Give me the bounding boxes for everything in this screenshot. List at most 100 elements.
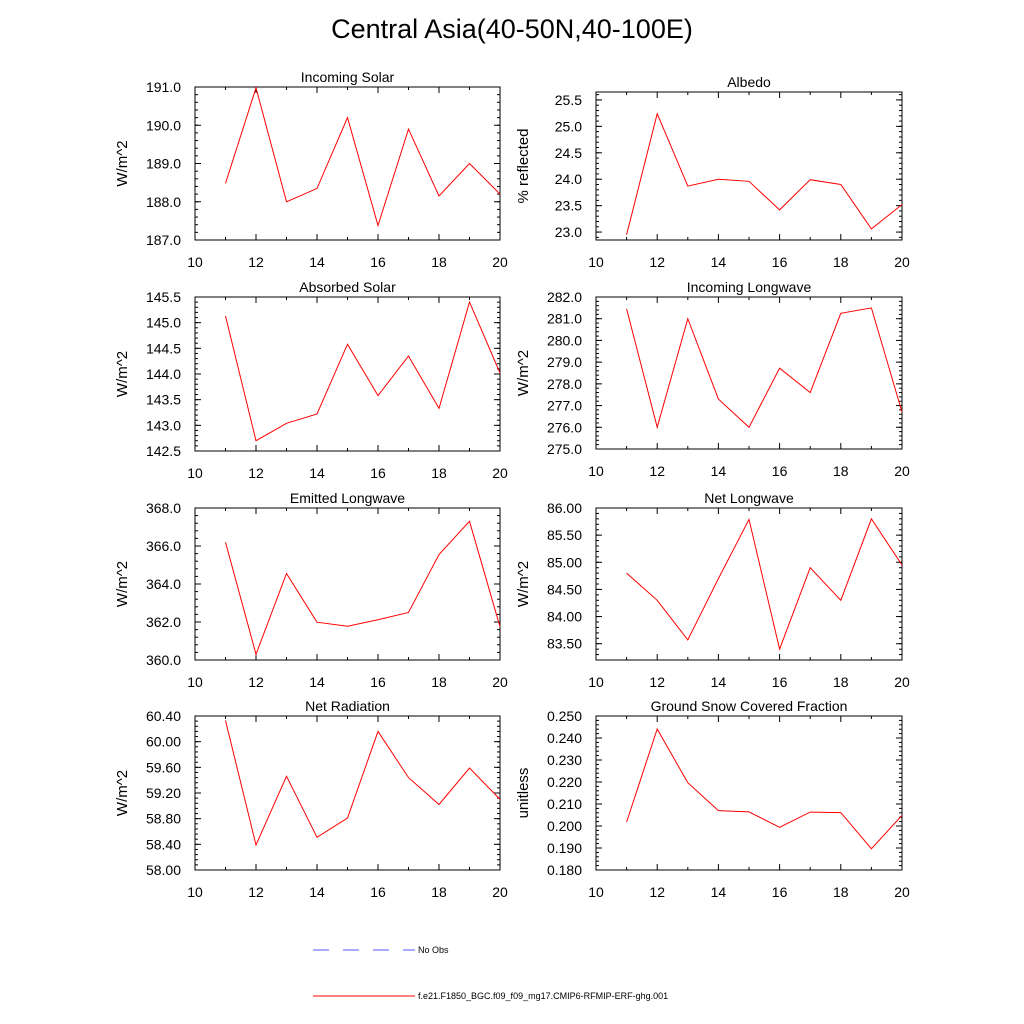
figure-title: Central Asia(40-50N,40-100E) [331, 14, 693, 44]
y-tick-label: 281.0 [547, 311, 582, 327]
y-tick-label: 86.00 [547, 500, 582, 516]
y-tick-label: 142.5 [146, 443, 181, 459]
y-axis-label: unitless [515, 768, 532, 819]
panel-title: Incoming Longwave [687, 279, 812, 295]
x-tick-label: 10 [588, 463, 604, 479]
x-tick-label: 20 [894, 463, 910, 479]
y-tick-label: 25.5 [555, 92, 582, 108]
x-tick-label: 16 [370, 884, 386, 900]
y-axis-label: W/m^2 [114, 770, 131, 816]
x-tick-label: 20 [492, 884, 508, 900]
x-tick-label: 12 [649, 674, 665, 690]
chart-panel-6: Net Longwave 10 12 14 16 18 20 83.50 84.00 84.50 8… [515, 490, 910, 690]
y-tick-label: 144.0 [146, 366, 181, 382]
y-tick-label: 189.0 [146, 156, 181, 172]
chart-panel-7: Net Radiation 10 12 14 16 18 20 58.00 58.40 58.80… [114, 698, 508, 900]
y-tick-label: 143.0 [146, 417, 181, 433]
plot-frame [194, 507, 501, 661]
x-tick-label: 10 [187, 254, 203, 270]
legend-model-label: f.e21.F1850_BGC.f09_f09_mg17.CMIP6-RFMIP… [418, 991, 668, 1001]
x-tick-label: 18 [431, 254, 447, 270]
panel-title: Albedo [727, 74, 771, 90]
x-tick-label: 14 [711, 884, 727, 900]
x-tick-label: 20 [492, 674, 508, 690]
chart-panel-4: Incoming Longwave 10 12 14 16 18 20 275.0 276.0 2… [515, 279, 910, 479]
y-tick-label: 84.00 [547, 609, 582, 625]
y-tick-label: 0.230 [547, 752, 582, 768]
panel-title: Absorbed Solar [299, 279, 396, 295]
y-tick-label: 83.50 [547, 636, 582, 652]
y-tick-label: 278.0 [547, 376, 582, 392]
x-tick-label: 16 [772, 463, 788, 479]
y-tick-label: 23.5 [555, 198, 582, 214]
x-tick-label: 10 [588, 884, 604, 900]
panel-title: Net Radiation [305, 698, 390, 714]
x-tick-label: 18 [833, 674, 849, 690]
y-tick-label: 145.0 [146, 315, 181, 331]
x-tick-label: 12 [248, 465, 264, 481]
y-tick-label: 25.0 [555, 118, 582, 134]
x-tick-label: 20 [492, 465, 508, 481]
y-tick-label: 282.0 [547, 289, 582, 305]
panel-title: Incoming Solar [301, 69, 395, 85]
x-tick-label: 12 [649, 463, 665, 479]
y-tick-label: 59.20 [146, 785, 181, 801]
chart-panels: Incoming Solar 10 12 14 16 18 20 187.0 188.0 189.… [114, 69, 910, 900]
y-tick-label: 60.00 [146, 734, 181, 750]
x-tick-label: 12 [649, 884, 665, 900]
series-line [225, 86, 501, 228]
chart-panel-2: Albedo 10 12 14 16 18 20 23.0 23.5 24.0 24.5 25.0 25… [515, 74, 910, 270]
x-tick-label: 16 [370, 254, 386, 270]
panel-title: Net Longwave [704, 490, 794, 506]
y-tick-label: 85.50 [547, 527, 582, 543]
plot-frame [595, 296, 903, 450]
y-tick-label: 280.0 [547, 332, 582, 348]
y-axis-label: W/m^2 [114, 561, 131, 607]
y-tick-label: 276.0 [547, 419, 582, 435]
legend: No Obs f.e21.F1850_BGC.f09_f09_mg17.CMIP… [313, 945, 668, 1001]
x-tick-label: 16 [370, 674, 386, 690]
y-tick-label: 364.0 [146, 576, 181, 592]
y-axis-label: W/m^2 [515, 561, 532, 607]
chart-panel-1: Incoming Solar 10 12 14 16 18 20 187.0 188.0 189.… [114, 69, 508, 270]
x-tick-label: 12 [248, 674, 264, 690]
x-tick-label: 18 [431, 884, 447, 900]
x-tick-label: 16 [772, 674, 788, 690]
series-line [225, 720, 501, 847]
y-tick-label: 143.5 [146, 392, 181, 408]
x-tick-label: 14 [711, 463, 727, 479]
x-tick-label: 10 [588, 674, 604, 690]
series-line [225, 520, 501, 656]
y-tick-label: 0.200 [547, 818, 582, 834]
x-tick-label: 12 [248, 254, 264, 270]
x-tick-label: 18 [833, 884, 849, 900]
x-tick-label: 20 [894, 674, 910, 690]
legend-obs-label: No Obs [418, 945, 449, 955]
y-tick-label: 190.0 [146, 117, 181, 133]
plot-frame [194, 296, 501, 452]
x-tick-label: 10 [187, 465, 203, 481]
y-tick-label: 60.40 [146, 708, 181, 724]
y-tick-label: 187.0 [146, 232, 181, 248]
plot-frame [595, 507, 903, 661]
x-tick-label: 18 [833, 254, 849, 270]
x-tick-label: 20 [894, 254, 910, 270]
y-tick-label: 0.250 [547, 708, 582, 724]
x-tick-label: 14 [711, 254, 727, 270]
y-tick-label: 58.40 [146, 836, 181, 852]
plot-frame [595, 91, 903, 241]
y-tick-label: 85.00 [547, 554, 582, 570]
y-tick-label: 279.0 [547, 354, 582, 370]
y-tick-label: 188.0 [146, 194, 181, 210]
chart-panel-5: Emitted Longwave 10 12 14 16 18 20 360.0 362.0 36… [114, 490, 508, 690]
plot-frame [194, 86, 501, 241]
x-tick-label: 18 [833, 463, 849, 479]
panel-title: Ground Snow Covered Fraction [651, 698, 848, 714]
x-tick-label: 16 [370, 465, 386, 481]
y-tick-label: 0.190 [547, 840, 582, 856]
x-tick-label: 18 [431, 465, 447, 481]
series-line [626, 517, 903, 651]
x-tick-label: 10 [187, 674, 203, 690]
y-tick-label: 0.240 [547, 730, 582, 746]
